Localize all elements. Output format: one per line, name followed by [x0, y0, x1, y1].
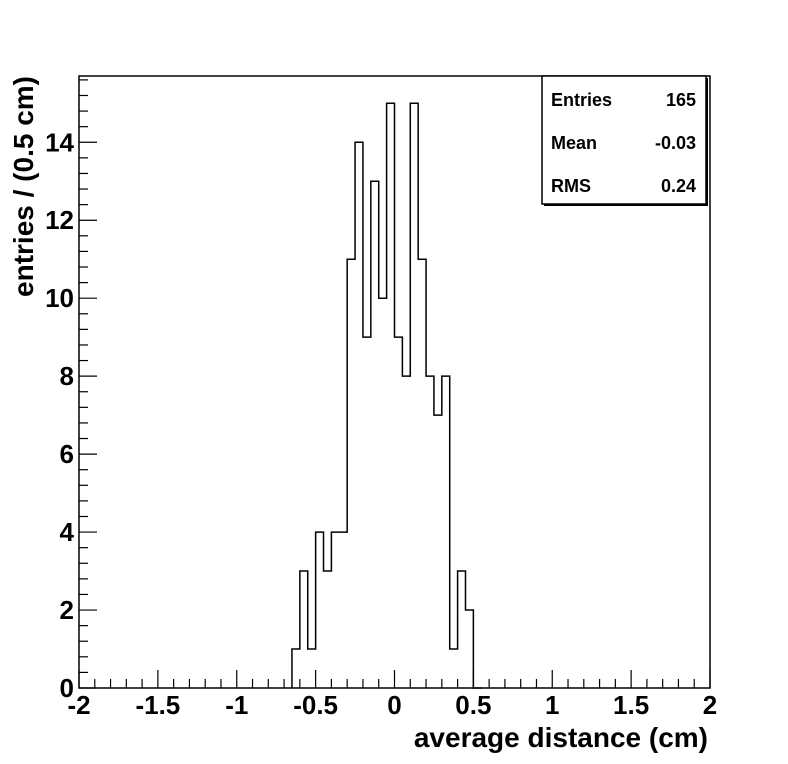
y-axis-ticks [79, 79, 97, 689]
x-tick-label: -1.5 [135, 690, 180, 720]
y-axis-title: entries / (0.5 cm) [8, 76, 39, 297]
x-tick-label: 1.5 [613, 690, 649, 720]
y-tick-label: 12 [45, 205, 74, 235]
stats-box: Entries 165 Mean -0.03 RMS 0.24 [541, 75, 708, 206]
x-tick-label: -0.5 [293, 690, 338, 720]
y-tick-label: 6 [60, 439, 74, 469]
stats-value: 0.24 [661, 176, 696, 196]
stats-value: 165 [666, 90, 696, 110]
x-tick-label: 0.5 [455, 690, 491, 720]
y-tick-label: 2 [60, 595, 74, 625]
x-tick-label: 1 [545, 690, 559, 720]
y-axis-tick-labels: 0 2 4 6 8 10 12 14 [45, 127, 74, 703]
y-tick-label: 8 [60, 361, 74, 391]
stats-box-frame [541, 75, 707, 205]
histogram-outline [291, 102, 482, 689]
stats-label: Mean [551, 133, 597, 153]
y-tick-label: 10 [45, 283, 74, 313]
x-axis-tick-labels: -2 -1.5 -1 -0.5 0 0.5 1 1.5 2 [67, 690, 717, 720]
x-tick-label: -1 [225, 690, 248, 720]
stats-label: Entries [551, 90, 612, 110]
x-axis-title: average distance (cm) [414, 722, 708, 753]
x-tick-label: -2 [67, 690, 90, 720]
y-tick-label: 4 [60, 517, 75, 547]
stats-label: RMS [551, 176, 591, 196]
x-tick-label: 2 [703, 690, 717, 720]
x-axis-ticks [78, 670, 711, 688]
y-tick-label: 0 [60, 673, 74, 703]
y-tick-label: 14 [45, 127, 74, 157]
x-tick-label: 0 [387, 690, 401, 720]
stats-value: -0.03 [655, 133, 696, 153]
